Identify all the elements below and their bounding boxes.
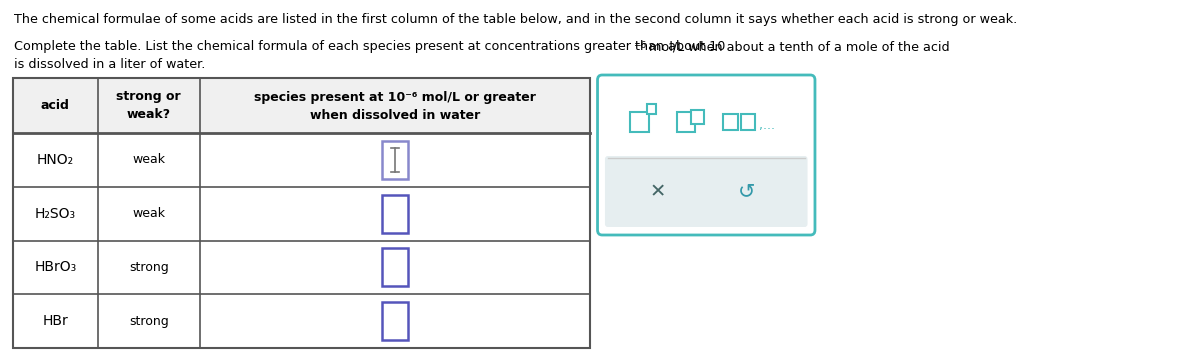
Bar	[97, 78, 199, 133]
Bar	[13, 78, 590, 348]
Text: Complete the table. List the chemical formula of each species present at concent: Complete the table. List the chemical fo…	[14, 40, 725, 53]
Text: ,...: ,...	[760, 119, 775, 132]
Bar	[740, 113, 756, 130]
Bar	[382, 248, 408, 286]
Text: −6: −6	[632, 41, 646, 50]
Text: The chemical formulae of some acids are listed in the first column of the table : The chemical formulae of some acids are …	[14, 13, 1018, 26]
Text: species present at 10⁻⁶ mol/L or greater: species present at 10⁻⁶ mol/L or greater	[254, 91, 536, 104]
Bar	[13, 78, 97, 133]
Text: HBrO₃: HBrO₃	[34, 260, 77, 274]
Text: H₂SO₃: H₂SO₃	[35, 207, 76, 221]
Text: strong: strong	[128, 315, 168, 328]
Text: mol/L when about a tenth of a mole of the acid: mol/L when about a tenth of a mole of th…	[644, 40, 949, 53]
Bar	[630, 111, 649, 131]
Text: weak: weak	[132, 207, 166, 220]
FancyBboxPatch shape	[598, 75, 815, 235]
Text: weak: weak	[132, 153, 166, 166]
Text: when dissolved in water: when dissolved in water	[310, 109, 480, 122]
Bar	[382, 141, 408, 179]
Bar	[647, 103, 656, 113]
Text: HBr: HBr	[42, 314, 68, 328]
Text: HNO₂: HNO₂	[37, 153, 74, 167]
Bar	[722, 113, 738, 130]
Text: strong or
weak?: strong or weak?	[116, 90, 181, 121]
Text: strong: strong	[128, 261, 168, 274]
Bar	[677, 111, 695, 131]
Bar	[199, 78, 590, 133]
Text: ↺: ↺	[738, 182, 755, 202]
Bar	[691, 110, 704, 124]
Bar	[382, 195, 408, 233]
FancyBboxPatch shape	[605, 156, 808, 227]
Bar	[382, 302, 408, 340]
Text: ✕: ✕	[649, 182, 666, 201]
Text: acid: acid	[41, 99, 70, 112]
Text: is dissolved in a liter of water.: is dissolved in a liter of water.	[14, 58, 205, 71]
